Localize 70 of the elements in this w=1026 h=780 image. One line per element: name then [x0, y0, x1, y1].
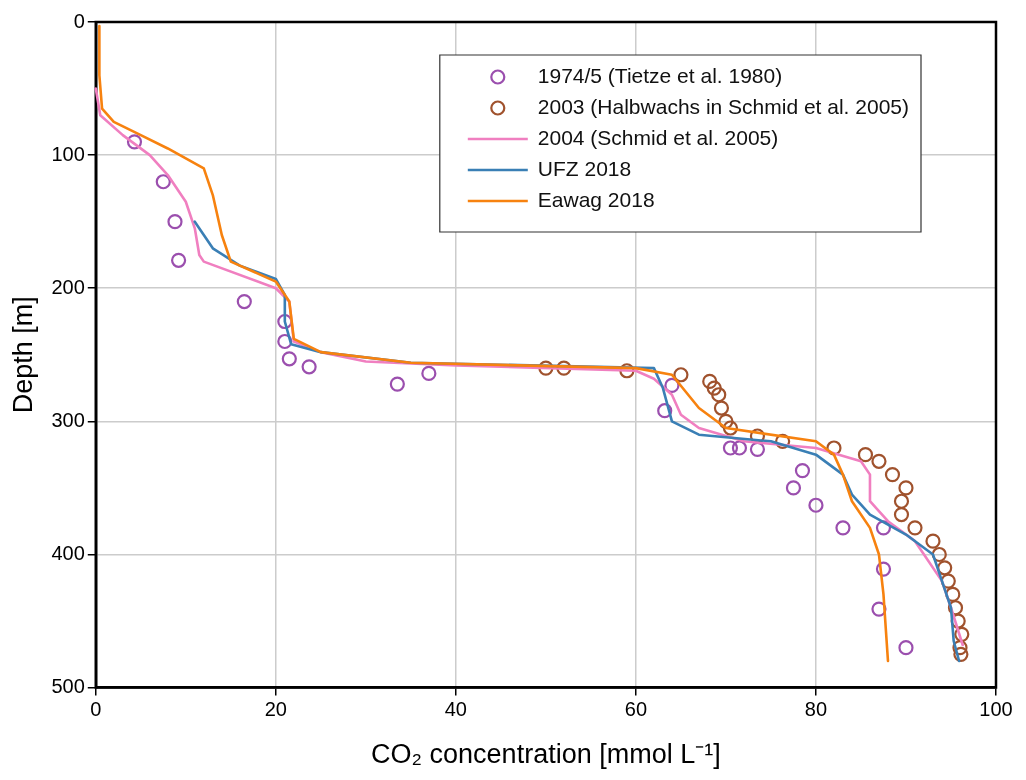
point	[389, 376, 405, 392]
point	[657, 403, 673, 419]
point	[794, 463, 811, 479]
point	[722, 440, 739, 456]
x-axis-title: CO₂ concentration [mmol L⁻¹]	[371, 739, 721, 770]
point	[556, 360, 572, 376]
x-tick-label: 100	[979, 698, 1013, 721]
point	[898, 480, 914, 496]
x-tick-label: 0	[90, 698, 102, 721]
point	[281, 351, 297, 367]
point	[706, 380, 722, 396]
y-tick-label: 0	[73, 9, 85, 32]
point	[937, 560, 953, 576]
point	[538, 360, 554, 376]
point	[907, 520, 923, 536]
x-tick-label: 60	[624, 698, 648, 721]
legend-label: 2004 (Schmid et al. 2005)	[537, 125, 779, 149]
y-tick-label: 300	[51, 408, 85, 431]
point	[893, 493, 910, 509]
point	[170, 252, 187, 268]
point	[749, 441, 766, 457]
y-tick-label: 100	[51, 142, 85, 165]
point	[893, 506, 910, 523]
y-tick-label: 500	[51, 675, 85, 698]
point	[835, 520, 851, 536]
x-tick-label: 40	[444, 698, 467, 721]
point	[718, 413, 734, 429]
point	[808, 497, 824, 513]
x-tick-label: 20	[264, 698, 287, 721]
point	[421, 365, 437, 382]
point	[236, 293, 252, 310]
point	[155, 174, 171, 190]
y-axis-title: Depth [m]	[7, 296, 38, 414]
point	[884, 467, 901, 483]
point	[953, 646, 969, 662]
point	[126, 134, 143, 150]
point	[167, 214, 183, 230]
legend-label: UFZ 2018	[537, 156, 632, 180]
point	[731, 440, 748, 456]
point	[702, 373, 718, 390]
point	[947, 600, 964, 616]
point	[713, 400, 730, 416]
point	[857, 447, 874, 463]
point	[785, 480, 802, 496]
legend-label: 2003 (Halbwachs in Schmid et al. 2005)	[537, 94, 909, 118]
point	[664, 377, 680, 394]
point	[301, 359, 317, 375]
x-tick-label: 80	[804, 698, 828, 721]
point	[945, 586, 961, 603]
point	[940, 573, 956, 589]
point	[277, 313, 293, 330]
point	[875, 520, 892, 536]
point	[711, 387, 727, 403]
legend-label: Eawag 2018	[537, 187, 655, 211]
point	[277, 333, 293, 350]
point	[954, 626, 970, 642]
point	[875, 561, 892, 577]
point	[722, 420, 739, 436]
point	[826, 440, 842, 456]
point	[673, 367, 689, 383]
point	[775, 433, 791, 449]
legend-label: 1974/5 (Tietze et al. 1980)	[537, 63, 783, 87]
y-tick-label: 400	[51, 542, 85, 564]
point	[871, 453, 887, 469]
point	[952, 640, 968, 656]
point	[931, 546, 947, 563]
point	[619, 363, 635, 379]
y-tick-label: 200	[51, 275, 85, 298]
point	[925, 533, 941, 549]
point	[898, 640, 914, 656]
